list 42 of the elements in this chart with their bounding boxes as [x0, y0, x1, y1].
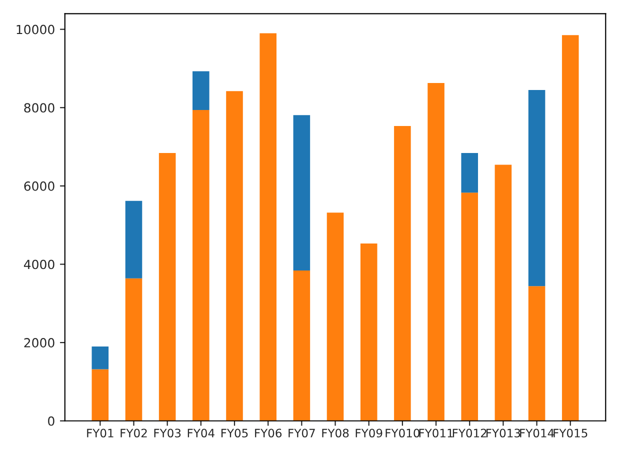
bar [461, 153, 478, 193]
x-tick-label: FY05 [221, 428, 248, 438]
bar [226, 91, 243, 421]
bar [562, 35, 579, 421]
y-tick-label: 8000 [24, 103, 54, 113]
bar [260, 33, 276, 421]
x-tick-label: FY09 [356, 428, 382, 438]
bar [293, 270, 310, 421]
x-tick-label: FY04 [188, 428, 214, 438]
bar [528, 90, 546, 286]
x-tick-label: FY015 [554, 428, 588, 438]
y-tick-label: 6000 [24, 181, 54, 191]
bar [293, 115, 310, 271]
bar [158, 153, 176, 421]
bar [92, 369, 109, 421]
bar [326, 212, 344, 421]
bar [192, 110, 210, 421]
bar [360, 243, 378, 421]
x-tick-label: FY07 [288, 428, 315, 438]
x-tick-label: FY02 [120, 428, 147, 438]
bar [125, 200, 142, 278]
x-tick-label: FY01 [87, 428, 114, 438]
bar [92, 346, 109, 370]
bar [125, 278, 142, 421]
bar [528, 286, 546, 421]
x-tick-label: FY010 [386, 428, 420, 438]
bar [192, 71, 210, 110]
x-tick-label: FY06 [255, 428, 282, 438]
x-tick-label: FY012 [452, 428, 486, 438]
y-tick-label: 10000 [16, 24, 54, 34]
x-tick-label: FY03 [154, 428, 181, 438]
y-tick-label: 0 [48, 416, 54, 426]
x-tick-label: FY014 [520, 428, 554, 438]
y-tick-label: 4000 [24, 260, 54, 270]
x-tick-label: FY013 [486, 428, 520, 438]
y-tick-label: 2000 [24, 338, 54, 348]
bar [461, 192, 478, 421]
x-tick-label: FY08 [322, 428, 349, 438]
bar [394, 126, 411, 421]
bar [494, 164, 512, 421]
x-tick-label: FY011 [419, 428, 453, 438]
bar [428, 82, 444, 421]
